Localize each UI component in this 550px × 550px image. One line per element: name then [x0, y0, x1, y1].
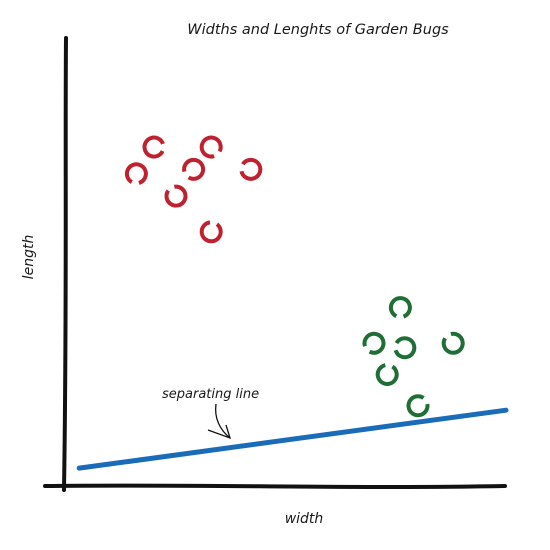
separating-line: [76, 407, 509, 471]
data-point: [182, 157, 206, 181]
data-point: [388, 296, 412, 320]
data-point: [124, 162, 148, 186]
axes: [43, 36, 507, 492]
open-circle-marker: [124, 162, 148, 186]
data-point: [199, 220, 223, 244]
open-circle-marker: [406, 394, 430, 418]
data-point: [375, 363, 399, 386]
x-axis-label: width: [285, 511, 324, 527]
open-circle-marker: [199, 220, 223, 244]
open-circle-marker: [199, 135, 223, 159]
separating-line-annotation: separating line: [162, 387, 259, 440]
y-axis: [62, 36, 68, 492]
data-point: [142, 135, 166, 159]
annotation-arrow: [214, 403, 231, 439]
y-axis-label: length: [21, 235, 37, 280]
open-circle-marker: [164, 184, 188, 208]
chart-title: Widths and Lenghts of Garden Bugs: [187, 22, 449, 38]
open-circle-marker: [362, 331, 386, 355]
open-circle-marker: [388, 296, 412, 320]
open-circle-marker: [142, 135, 166, 159]
data-point: [199, 135, 223, 159]
annotation-arrowhead: [207, 424, 232, 440]
x-axis: [43, 483, 507, 489]
data-point: [441, 331, 465, 355]
data-point: [164, 184, 188, 208]
open-circle-marker: [393, 336, 417, 360]
open-circle-marker: [182, 157, 206, 181]
open-circle-marker: [441, 331, 465, 355]
data-point: [362, 331, 386, 355]
annotation-text: separating line: [162, 387, 259, 402]
data-layer: [76, 135, 509, 471]
open-circle-marker: [375, 363, 399, 386]
open-circle-marker: [239, 157, 263, 181]
data-point: [393, 336, 417, 360]
data-point: [406, 394, 430, 418]
data-point: [239, 157, 263, 181]
